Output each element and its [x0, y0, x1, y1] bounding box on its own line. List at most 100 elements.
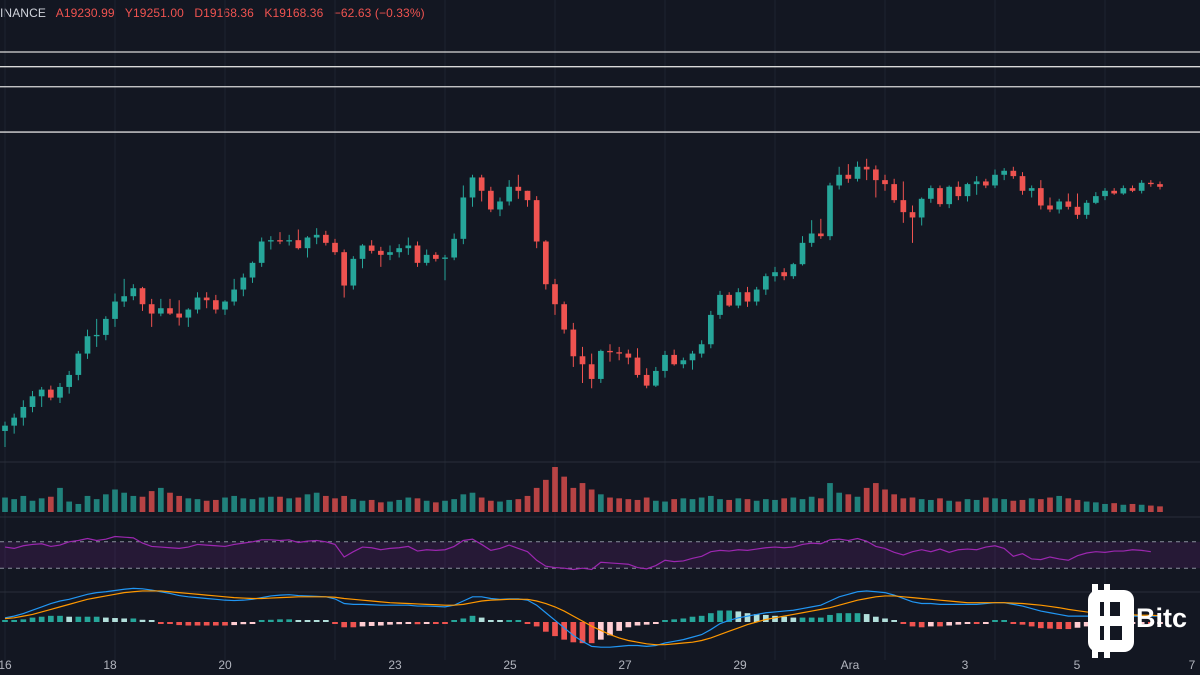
candle	[836, 166, 843, 190]
volume-bar	[781, 498, 788, 512]
candle-body	[148, 304, 155, 314]
candle	[1001, 168, 1008, 181]
macd-histogram-bar	[359, 622, 366, 627]
candle	[1147, 180, 1154, 187]
macd-histogram-bar	[167, 622, 173, 624]
volume-bar	[616, 498, 623, 512]
candle	[212, 294, 219, 314]
candle-body	[240, 277, 247, 290]
macd-histogram-bar	[973, 622, 980, 624]
macd-histogram-bar	[570, 622, 577, 643]
candle-body	[964, 184, 971, 197]
macd-histogram-bar	[689, 616, 696, 622]
macd-histogram-bar	[222, 622, 228, 626]
candle-body	[203, 297, 210, 301]
macd-histogram-bar	[2, 620, 8, 622]
candle-body	[1083, 202, 1090, 215]
volume-bar	[790, 497, 797, 512]
macd-histogram-bar	[772, 615, 778, 622]
candle-body	[112, 301, 118, 319]
candle-body	[267, 240, 274, 242]
candle	[231, 278, 238, 306]
volume-bar	[469, 492, 476, 512]
candle	[405, 237, 412, 255]
exchange-label: INANCE	[0, 6, 46, 20]
volume-bar	[387, 501, 393, 512]
candle	[955, 181, 962, 201]
volume-bar	[900, 498, 907, 512]
volume-bar	[84, 495, 91, 512]
macd-histogram-bar	[827, 614, 833, 622]
volume-bar	[322, 495, 329, 512]
candle	[487, 186, 494, 213]
candle	[552, 278, 558, 315]
macd-histogram-bar	[212, 622, 219, 626]
candle	[1102, 188, 1108, 201]
candle	[267, 236, 274, 250]
macd-histogram-bar	[652, 622, 659, 624]
candle	[139, 286, 146, 311]
candle-body	[744, 292, 751, 302]
volume-bar	[185, 498, 192, 512]
x-tick-label: 25	[503, 658, 517, 672]
macd-histogram-bar	[84, 616, 91, 622]
brand-name: Bitc	[1136, 603, 1188, 633]
candle	[937, 185, 943, 207]
candle-body	[1074, 206, 1081, 215]
volume-bar	[561, 476, 568, 512]
x-tick-label: 5	[1074, 658, 1081, 672]
candle	[717, 290, 723, 319]
volume-bar	[66, 501, 73, 512]
volume-bar	[442, 500, 448, 512]
candle-body	[451, 238, 458, 258]
candle-body	[368, 245, 375, 251]
candle-body	[222, 301, 228, 310]
candle	[698, 340, 705, 358]
x-tick-label: 20	[218, 658, 232, 672]
candle-body	[900, 200, 907, 213]
candle-body	[396, 248, 403, 253]
candle	[1138, 180, 1145, 194]
volume-bar	[222, 497, 228, 512]
candle-body	[194, 297, 201, 310]
volume-bar	[937, 498, 943, 512]
candle-body	[350, 258, 357, 286]
volume-bar	[1138, 504, 1145, 512]
macd-histogram-bar	[735, 611, 742, 622]
candle-body	[735, 292, 742, 306]
volume-bar	[845, 494, 852, 512]
candle	[11, 413, 18, 434]
candle-body	[405, 245, 412, 249]
candle-body	[689, 353, 696, 361]
candle	[176, 300, 183, 326]
candle	[900, 181, 907, 223]
candle-body	[1147, 182, 1154, 185]
candle	[1010, 166, 1017, 179]
volume-bar	[130, 495, 137, 512]
macd-histogram-bar	[304, 620, 311, 622]
volume-bar	[707, 495, 714, 512]
candle-body	[20, 406, 27, 418]
candle-body	[937, 188, 943, 205]
volume-bar	[231, 495, 238, 512]
volume-bar	[515, 499, 522, 512]
macd-histogram-bar	[717, 610, 723, 622]
volume-bar	[1092, 502, 1099, 512]
macd-histogram-bar	[478, 617, 485, 622]
candle	[185, 308, 192, 327]
macd-histogram-bar	[313, 620, 320, 622]
candle	[304, 236, 311, 258]
volume-bar	[808, 496, 815, 512]
candle	[799, 236, 806, 266]
candle-body	[66, 374, 73, 387]
macd-histogram-bar	[47, 615, 54, 622]
candle	[341, 249, 348, 298]
candle	[588, 353, 595, 389]
candle	[964, 182, 971, 202]
candle-body	[982, 181, 989, 186]
macd-histogram-bar	[909, 622, 916, 627]
candle-body	[973, 181, 980, 185]
candle	[662, 350, 668, 378]
